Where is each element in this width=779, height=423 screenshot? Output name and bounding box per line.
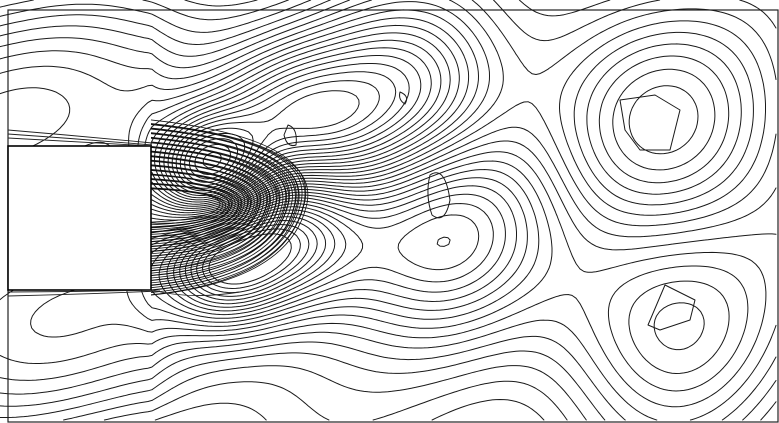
turbulent-isoline [150, 160, 258, 252]
turbulent-isoline [150, 128, 297, 289]
vortex-core-loop [283, 124, 297, 146]
isoline-level-9 [150, 193, 506, 319]
turbulent-region [150, 119, 309, 296]
shear-layer-line [7, 137, 153, 147]
turbulent-isoline [150, 182, 230, 233]
turbulent-isoline [150, 156, 262, 257]
turbulent-isoline [150, 165, 249, 247]
turbulent-isoline [150, 164, 252, 250]
turbulent-isoline [150, 142, 278, 271]
turbulent-isoline [150, 146, 277, 269]
shear-layer-line [151, 289, 241, 296]
isoline-level-23 [144, 32, 699, 205]
square-obstacle [7, 145, 152, 291]
shear-layer-line [7, 133, 153, 146]
turbulent-isoline [150, 119, 307, 296]
isoline-level-24 [149, 39, 442, 203]
turbulent-isoline [150, 187, 224, 226]
shear-layer-lines [7, 129, 241, 297]
turbulent-isoline [150, 174, 240, 240]
shear-layer-line [7, 290, 161, 297]
turbulent-isoline [150, 187, 226, 228]
isoline-level-22 [137, 24, 716, 207]
turbulent-isoline [150, 155, 265, 260]
vortex-core-loop [619, 94, 681, 151]
vortex-core-loop [647, 284, 696, 331]
turbulent-isoline [150, 151, 268, 264]
turbulent-isoline [150, 168, 251, 248]
turbulent-isoline [150, 179, 233, 233]
turbulent-isoline [150, 183, 229, 228]
turbulent-isoline [150, 124, 303, 291]
turbulent-isoline [150, 170, 246, 242]
turbulent-isoline [150, 132, 293, 284]
turbulent-isoline [150, 137, 287, 276]
isoline-level-19 [0, 1, 754, 421]
turbulent-isoline [150, 141, 281, 274]
isoline-level-21 [0, 17, 730, 209]
turbulent-isoline [150, 188, 221, 223]
shear-layer-line [7, 289, 153, 293]
turbulent-isoline [150, 178, 236, 235]
turbulent-isoline [150, 146, 280, 272]
vortex-core-loop [427, 172, 451, 219]
turbulent-isoline [150, 147, 274, 267]
vortex-core-loop [399, 91, 408, 105]
turbulent-isoline [150, 123, 309, 296]
shear-layer-line [7, 129, 153, 144]
turbulent-isoline [150, 169, 249, 245]
turbulent-isoline [150, 123, 306, 293]
turbulent-isoline [150, 133, 290, 281]
vortex-cores [283, 91, 696, 331]
